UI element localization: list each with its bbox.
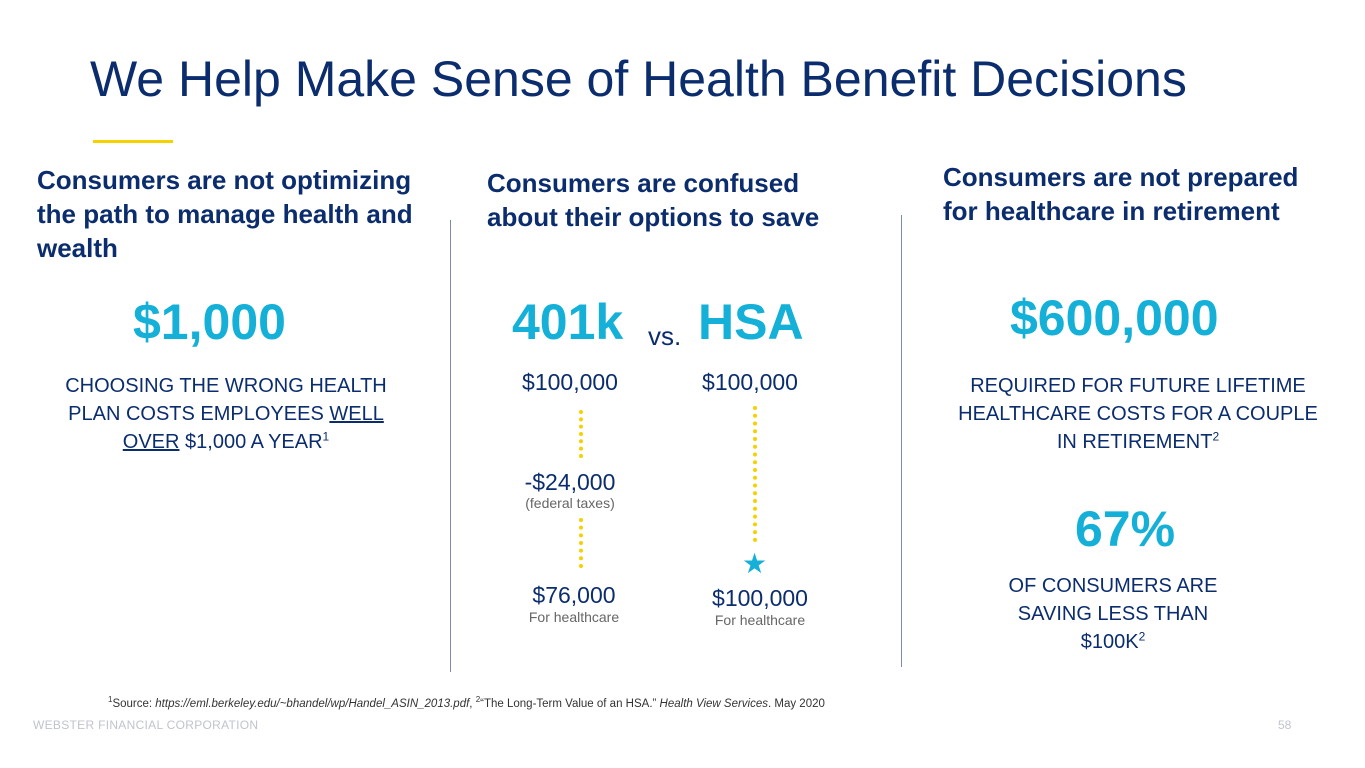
col3-stat-lifetime-cost: $600,000 bbox=[1010, 290, 1219, 346]
col1-heading: Consumers are not optimizing the path to… bbox=[37, 165, 413, 263]
footnote-source-url: https://eml.berkeley.edu/~bhandel/wp/Han… bbox=[155, 697, 470, 710]
source-footnote: 1Source: https://eml.berkeley.edu/~bhand… bbox=[108, 695, 825, 710]
title-underline bbox=[93, 140, 173, 143]
footnote-source-label: Source: bbox=[112, 697, 156, 710]
col1-desc-part-b: $1,000 A YEAR bbox=[185, 431, 323, 453]
footnote-ref-1: 1 bbox=[108, 695, 113, 704]
col1-desc-underlined: WELL OVER bbox=[122, 403, 384, 453]
footnote-quote: “The Long-Term Value of an HSA.” bbox=[480, 697, 660, 710]
col1-stat: $1,000 bbox=[133, 294, 286, 350]
401k-start-amount: $100,000 bbox=[522, 369, 618, 395]
401k-deduction-note: (federal taxes) bbox=[525, 495, 615, 511]
col3-desc1-footnote-ref: 2 bbox=[1212, 429, 1220, 444]
col1-desc-part-a: CHOOSING THE WRONG HEALTH PLAN COSTS EMP… bbox=[65, 375, 387, 425]
page-title: We Help Make Sense of Health Benefit Dec… bbox=[90, 51, 1187, 107]
401k-deduction: -$24,000 bbox=[524, 469, 616, 495]
col1-footnote-ref: 1 bbox=[322, 429, 330, 444]
footnote-publisher: Health View Services bbox=[659, 697, 768, 710]
col1-description: CHOOSING THE WRONG HEALTH PLAN COSTS EMP… bbox=[55, 372, 397, 456]
footnote-separator: , bbox=[469, 697, 476, 710]
hsa-end-note: For healthcare bbox=[714, 612, 806, 628]
label-hsa: HSA bbox=[698, 294, 804, 350]
col3-stat-percent: 67% bbox=[1075, 501, 1176, 557]
label-401k: 401k bbox=[512, 294, 624, 350]
page-number: 58 bbox=[1278, 718, 1292, 732]
hsa-dotted-line bbox=[753, 406, 757, 542]
col3-desc2-text: OF CONSUMERS ARE SAVING LESS THAN $100K bbox=[1008, 575, 1218, 653]
401k-end-note: For healthcare bbox=[528, 609, 620, 625]
col2-heading: Consumers are confused about their optio… bbox=[487, 168, 820, 232]
col3-desc2-footnote-ref: 2 bbox=[1138, 629, 1146, 644]
hsa-start-amount: $100,000 bbox=[702, 369, 798, 395]
column-divider-2 bbox=[901, 215, 902, 667]
vs-label: vs. bbox=[648, 321, 682, 351]
col3-description-1: REQUIRED FOR FUTURE LIFETIME HEALTHCARE … bbox=[955, 372, 1321, 456]
footer-company-name: WEBSTER FINANCIAL CORPORATION bbox=[33, 718, 259, 732]
col3-description-2: OF CONSUMERS ARE SAVING LESS THAN $100K2 bbox=[995, 572, 1231, 656]
col3-heading: Consumers are not prepared for healthcar… bbox=[943, 162, 1299, 226]
footnote-date: . May 2020 bbox=[768, 697, 825, 710]
footnote-ref-2: 2 bbox=[475, 695, 481, 704]
401k-dotted-line-top bbox=[579, 410, 583, 458]
col3-desc1-text: REQUIRED FOR FUTURE LIFETIME HEALTHCARE … bbox=[958, 375, 1318, 453]
401k-dotted-line-bottom bbox=[579, 518, 583, 568]
hsa-end-amount: $100,000 bbox=[712, 585, 808, 611]
column-divider-1 bbox=[450, 220, 451, 672]
star-icon: ★ bbox=[742, 548, 768, 579]
401k-end-amount: $76,000 bbox=[532, 582, 616, 608]
